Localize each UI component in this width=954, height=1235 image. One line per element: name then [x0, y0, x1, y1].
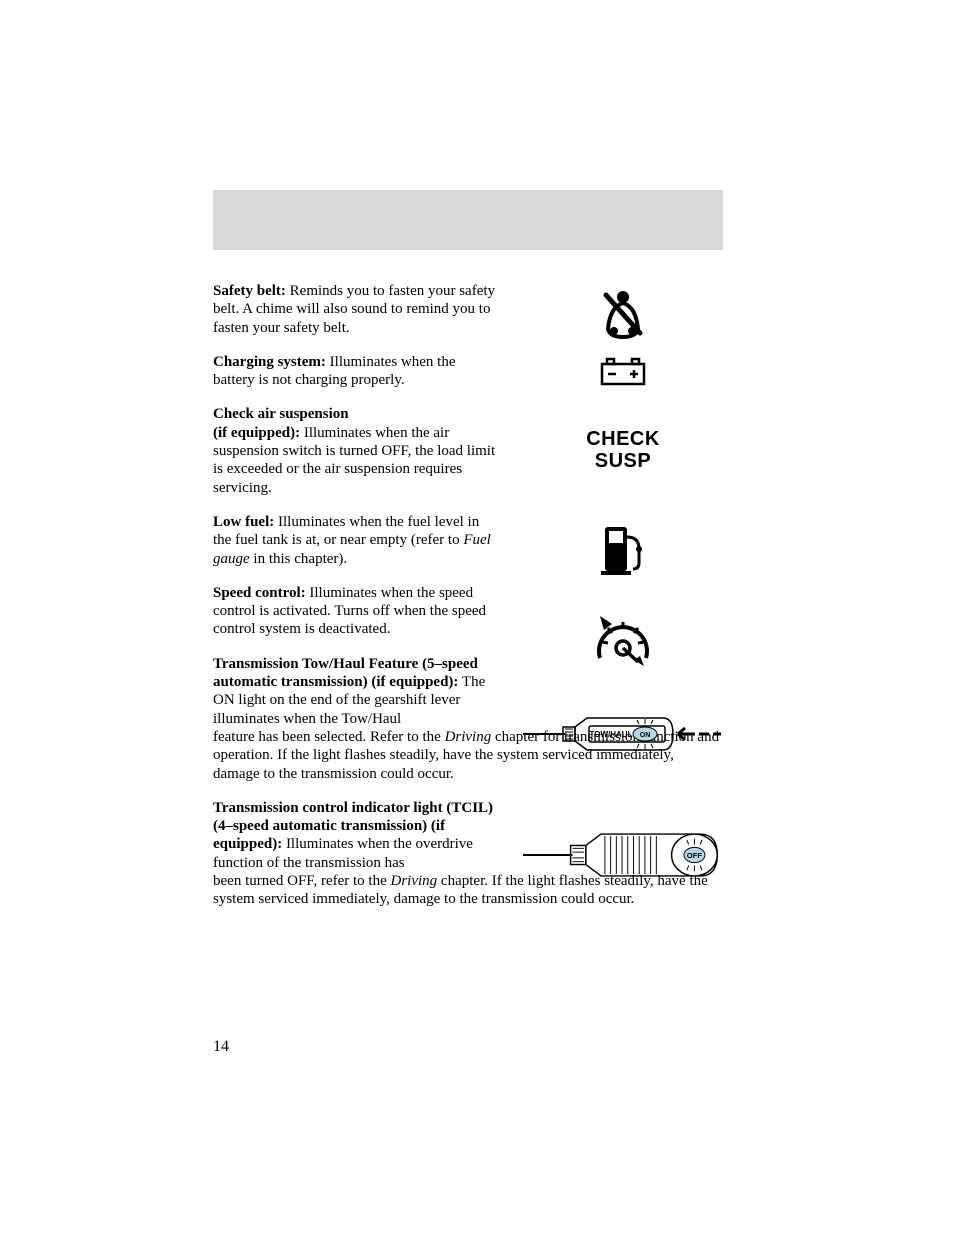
label-check-susp-1: Check air suspension — [213, 406, 349, 422]
label-tow-haul: Transmission Tow/Haul Feature (5–speed a… — [213, 656, 478, 690]
fuel-pump-icon — [523, 510, 723, 590]
label-safety-belt: Safety belt: — [213, 283, 286, 299]
seatbelt-icon — [523, 282, 723, 347]
speed-control-icon — [523, 602, 723, 682]
section-low-fuel: Low fuel: Illuminates when the fuel leve… — [213, 513, 498, 568]
header-banner — [213, 190, 723, 250]
italic-tcil: Driving — [391, 873, 438, 889]
section-safety-belt: Safety belt: Reminds you to fasten your … — [213, 282, 498, 337]
tow-haul-shifter-icon: TOW/HAUL ON — [523, 704, 723, 764]
section-check-susp: Check air suspension (if equipped): Illu… — [213, 405, 498, 496]
tow-haul-label: TOW/HAUL — [590, 730, 633, 739]
on-label: ON — [640, 732, 651, 739]
page-number: 14 — [213, 1038, 229, 1056]
section-speed-control: Speed control: Illuminates when the spee… — [213, 584, 498, 639]
off-label: OFF — [687, 851, 703, 860]
label-speed-control: Speed control: — [213, 585, 306, 601]
icon-column: CHECK SUSP — [523, 282, 723, 890]
label-charging: Charging system: — [213, 354, 326, 370]
check-susp-icon: CHECK SUSP — [523, 415, 723, 485]
battery-icon — [523, 347, 723, 397]
body-tow-haul-2: feature has been selected. Refer to the — [213, 729, 445, 745]
label-check-susp-2: (if equipped): — [213, 425, 300, 441]
body-low-fuel-2: in this chapter). — [250, 551, 347, 567]
section-tow-haul-narrow: Transmission Tow/Haul Feature (5–speed a… — [213, 655, 498, 728]
body-tcil-2: been turned OFF, refer to the — [213, 873, 391, 889]
italic-tow-haul: Driving — [445, 729, 492, 745]
check-susp-line1: CHECK — [586, 428, 660, 450]
label-low-fuel: Low fuel: — [213, 514, 274, 530]
content-area: Safety belt: Reminds you to fasten your … — [213, 282, 723, 909]
tcil-shifter-icon: OFF — [523, 820, 723, 890]
check-susp-line2: SUSP — [586, 450, 660, 472]
section-charging: Charging system: Illuminates when the ba… — [213, 353, 498, 390]
section-tcil-narrow: Transmission control indicator light (TC… — [213, 799, 498, 872]
